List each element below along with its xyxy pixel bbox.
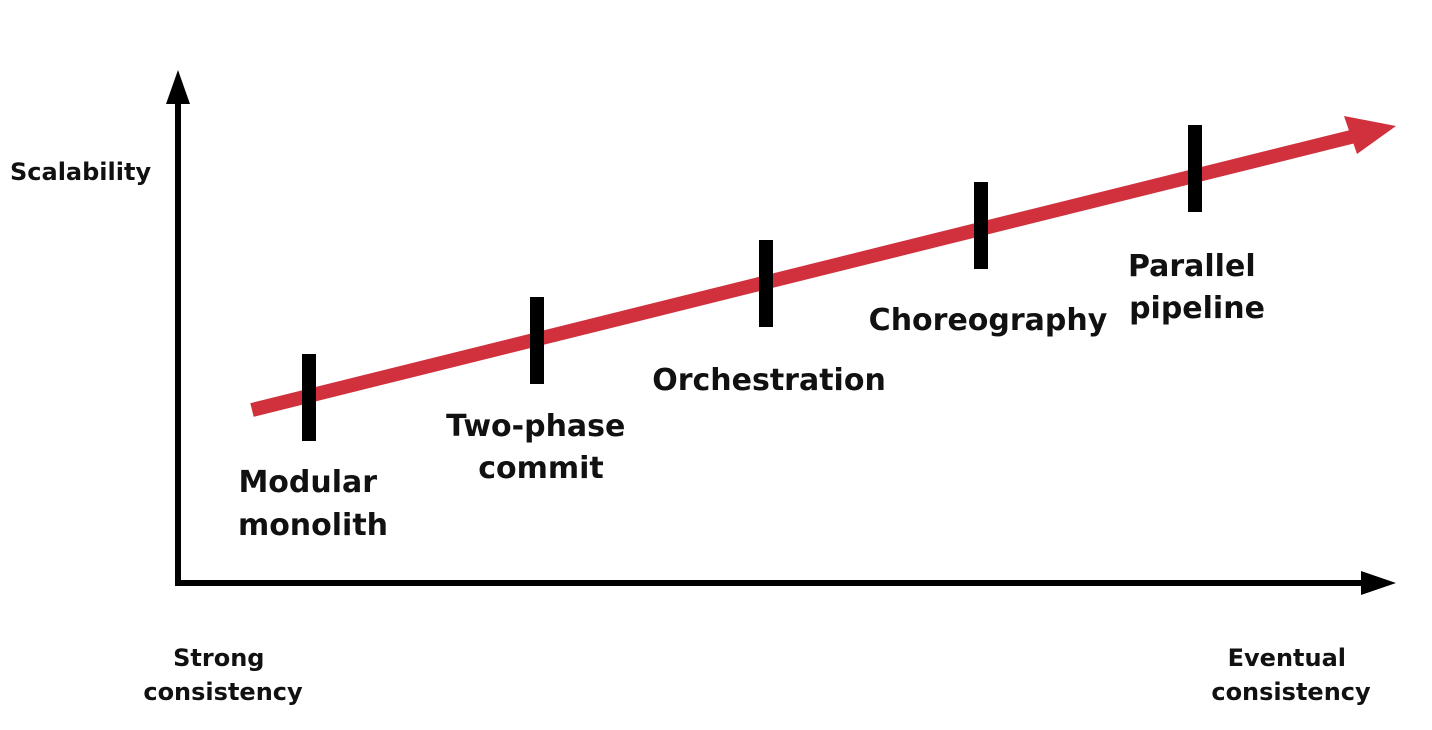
stage-label-two-phase-commit: Two-phase commit: [446, 409, 636, 486]
stage-label-choreography: Choreography: [869, 303, 1108, 338]
y-axis-label: Scalability: [10, 158, 151, 186]
stage-tick-two-phase-commit: [530, 297, 544, 384]
x-axis: [175, 571, 1396, 595]
x-axis-arrowhead: [1361, 571, 1396, 595]
x-axis-right-label: Eventual consistency: [1211, 644, 1371, 706]
stage-label-modular-monolith: Modular monolith: [238, 465, 388, 543]
stage-tick-modular-monolith: [302, 354, 316, 441]
trend-arrow-line: [250, 129, 1357, 417]
x-axis-left-label: Strong consistency: [143, 644, 303, 706]
stage-tick-orchestration: [759, 240, 773, 327]
stage-tick-parallel-pipeline: [1188, 125, 1202, 212]
stage-label-orchestration: Orchestration: [652, 363, 886, 398]
stage-label-parallel-pipeline: Parallel pipeline: [1128, 249, 1266, 326]
stage-labels: Modular monolith Two-phase commit Orches…: [238, 249, 1266, 543]
stage-ticks: [302, 125, 1202, 441]
trend-arrowhead: [1344, 116, 1396, 154]
trend-arrow: [250, 116, 1396, 417]
y-axis-arrowhead: [166, 70, 190, 104]
y-axis: [166, 70, 190, 585]
stage-tick-choreography: [974, 182, 988, 269]
